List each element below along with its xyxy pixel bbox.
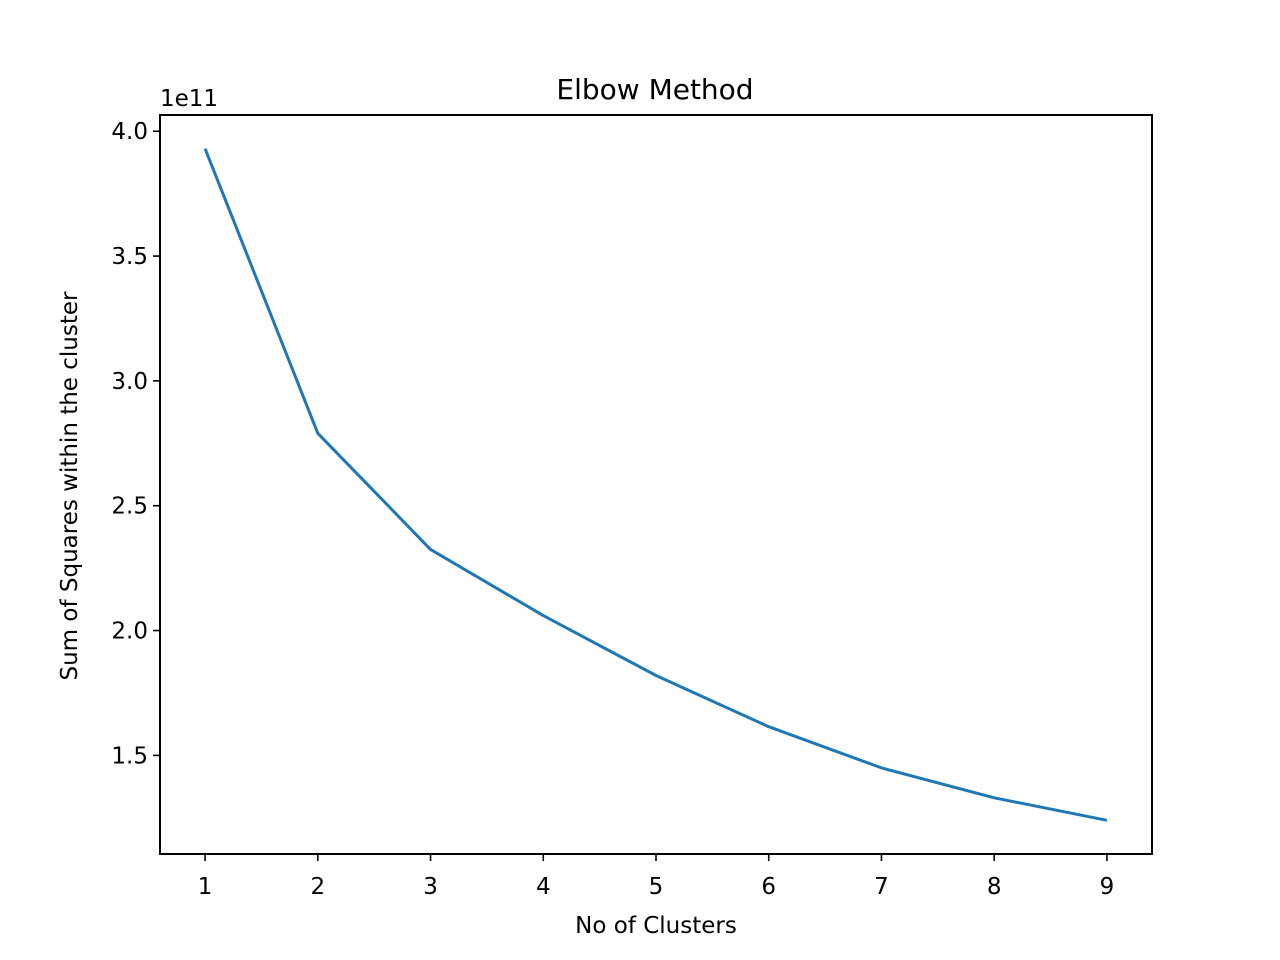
x-tick-label: 5	[649, 874, 664, 900]
series-group	[203, 148, 1108, 822]
series-line	[203, 148, 1108, 822]
x-tick-label: 2	[310, 874, 325, 900]
x-axis-ticks: 1 2 3 4 5 6 7 8 9	[198, 854, 1114, 900]
y-tick-label: 3.5	[111, 244, 148, 270]
y-axis-offset-label: 1e11	[160, 86, 218, 112]
x-tick-label: 1	[198, 874, 213, 900]
y-axis-ticks: 1.5 2.0 2.5 3.0 3.5 4.0	[111, 119, 160, 769]
x-tick-label: 9	[1100, 874, 1115, 900]
plot-frame	[159, 114, 1153, 855]
x-tick-label: 6	[761, 874, 776, 900]
x-tick-label: 8	[987, 874, 1002, 900]
y-tick-label: 3.0	[111, 369, 148, 395]
x-tick-label: 4	[536, 874, 551, 900]
y-axis-label: Sum of Squares within the cluster	[57, 291, 83, 681]
x-axis-label: No of Clusters	[575, 913, 737, 939]
chart-title: Elbow Method	[556, 73, 753, 106]
y-tick-label: 4.0	[111, 119, 148, 145]
y-tick-label: 2.5	[111, 494, 148, 520]
y-tick-label: 1.5	[111, 743, 148, 769]
x-tick-label: 7	[874, 874, 889, 900]
x-tick-label: 3	[423, 874, 438, 900]
y-tick-label: 2.0	[111, 619, 148, 645]
